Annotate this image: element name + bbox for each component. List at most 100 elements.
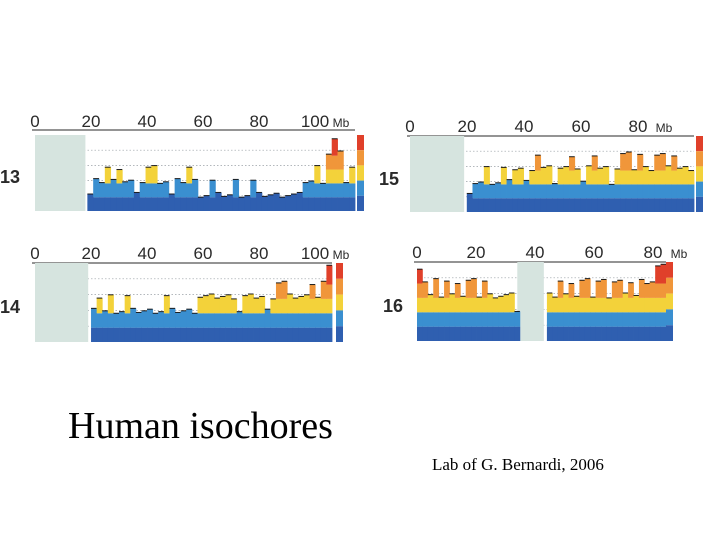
isochore-class-legend-H3 bbox=[666, 262, 673, 278]
isochore-segment bbox=[614, 184, 621, 199]
isochore-segment bbox=[601, 297, 607, 313]
isochore-class-legend-H1 bbox=[666, 293, 673, 310]
isochore-segment bbox=[417, 283, 423, 298]
isochore-segment bbox=[168, 194, 176, 211]
isochore-segment bbox=[145, 197, 152, 211]
isochore-segment bbox=[221, 196, 228, 211]
isochore-segment bbox=[337, 150, 344, 170]
isochore-segment bbox=[546, 198, 553, 212]
isochore-segment bbox=[483, 198, 490, 212]
isochore-segment bbox=[454, 283, 461, 298]
isochore-segment bbox=[275, 327, 282, 342]
isochore-segment bbox=[465, 312, 472, 327]
isochore-segment bbox=[203, 295, 210, 314]
isochore-segment bbox=[483, 166, 490, 185]
isochore-segment bbox=[569, 198, 576, 212]
isochore-segment bbox=[557, 168, 564, 185]
isochore-segment bbox=[591, 155, 598, 171]
isochore-segment bbox=[454, 326, 461, 341]
chromosome-panel-16: 0 20 40 60 80 Mb 16 bbox=[383, 243, 688, 341]
axis-unit-label: Mb bbox=[333, 116, 350, 130]
isochore-segment bbox=[315, 327, 322, 342]
isochore-segment bbox=[343, 197, 350, 211]
isochore-segment bbox=[655, 265, 661, 284]
isochore-segment bbox=[633, 326, 640, 341]
isochore-segment bbox=[460, 296, 467, 313]
isochore-segment bbox=[130, 308, 137, 328]
axis-tick-label: 20 bbox=[82, 244, 101, 263]
isochore-segment bbox=[512, 184, 519, 199]
isochore-segment bbox=[325, 197, 333, 211]
isochore-segment bbox=[145, 167, 152, 184]
isochore-segment bbox=[104, 183, 112, 198]
isochore-segment bbox=[261, 196, 269, 211]
isochore-segment bbox=[113, 313, 120, 328]
isochore-segment bbox=[197, 197, 205, 211]
chromosome-label: 16 bbox=[383, 296, 403, 316]
isochore-class-legend-H3 bbox=[696, 136, 703, 152]
isochore-segment bbox=[492, 326, 499, 341]
isochore-segment bbox=[660, 264, 667, 284]
isochore-segment bbox=[509, 312, 515, 327]
isochore-class-legend-L1 bbox=[696, 196, 703, 212]
isochore-segment bbox=[642, 166, 649, 185]
isochore-segment bbox=[608, 184, 615, 199]
isochore-segment bbox=[214, 298, 221, 314]
isochore-segment bbox=[622, 292, 629, 313]
isochore-segment bbox=[617, 297, 624, 313]
isochore-segment bbox=[147, 309, 154, 328]
isochore-segment bbox=[460, 312, 467, 327]
isochore-segment bbox=[281, 298, 288, 314]
isochore-segment bbox=[449, 293, 456, 313]
isochore-segment bbox=[219, 313, 226, 328]
isochore-segment bbox=[631, 169, 638, 185]
isochore-segment bbox=[337, 197, 344, 211]
isochore-segment bbox=[625, 151, 632, 171]
isochore-segment bbox=[135, 312, 142, 328]
isochore-segment bbox=[512, 169, 519, 185]
isochore-segment bbox=[546, 292, 553, 313]
isochore-segment bbox=[203, 327, 210, 342]
isochore-class-legend-L2 bbox=[357, 180, 364, 196]
figure-caption: Human isochores bbox=[68, 405, 333, 447]
isochore-segment bbox=[250, 180, 257, 198]
isochore-segment bbox=[617, 312, 624, 327]
isochore-segment bbox=[242, 327, 249, 342]
isochore-segment bbox=[208, 313, 215, 328]
isochore-segment bbox=[487, 326, 494, 341]
isochore-segment bbox=[606, 326, 613, 341]
isochore-segment bbox=[489, 198, 496, 212]
isochore-class-legend-H2 bbox=[666, 277, 673, 294]
isochore-segment bbox=[574, 168, 581, 185]
isochore-segment bbox=[427, 312, 434, 327]
isochore-segment bbox=[648, 184, 655, 199]
isochore-segment bbox=[250, 197, 257, 211]
isochore-segment bbox=[214, 313, 221, 328]
isochore-segment bbox=[298, 327, 305, 342]
chromosome-panel-15: 0 20 40 60 80 Mb 15 bbox=[379, 117, 703, 212]
isochore-segment bbox=[503, 294, 510, 313]
isochore-segment bbox=[259, 296, 266, 314]
isochore-segment bbox=[438, 297, 445, 313]
isochore-segment bbox=[180, 327, 187, 342]
isochore-segment bbox=[186, 327, 193, 342]
isochore-segment bbox=[534, 184, 542, 199]
isochore-segment bbox=[655, 283, 661, 298]
isochore-segment bbox=[308, 180, 315, 198]
isochore-segment bbox=[232, 197, 240, 211]
isochore-segment bbox=[584, 312, 591, 327]
isochore-segment bbox=[573, 296, 580, 313]
isochore-segment bbox=[465, 280, 472, 298]
isochore-segment bbox=[465, 326, 472, 341]
isochore-segment bbox=[648, 198, 655, 212]
isochore-segment bbox=[270, 313, 277, 328]
axis-tick-label: 60 bbox=[585, 243, 604, 262]
isochore-segment bbox=[557, 198, 564, 212]
isochore-segment bbox=[509, 292, 515, 313]
isochore-segment bbox=[331, 169, 338, 184]
isochore-segment bbox=[314, 197, 321, 211]
isochore-segment bbox=[649, 297, 656, 313]
figure-credit: Lab of G. Bernardi, 2006 bbox=[432, 455, 604, 474]
isochore-segment bbox=[264, 327, 271, 342]
isochore-segment bbox=[158, 327, 165, 342]
